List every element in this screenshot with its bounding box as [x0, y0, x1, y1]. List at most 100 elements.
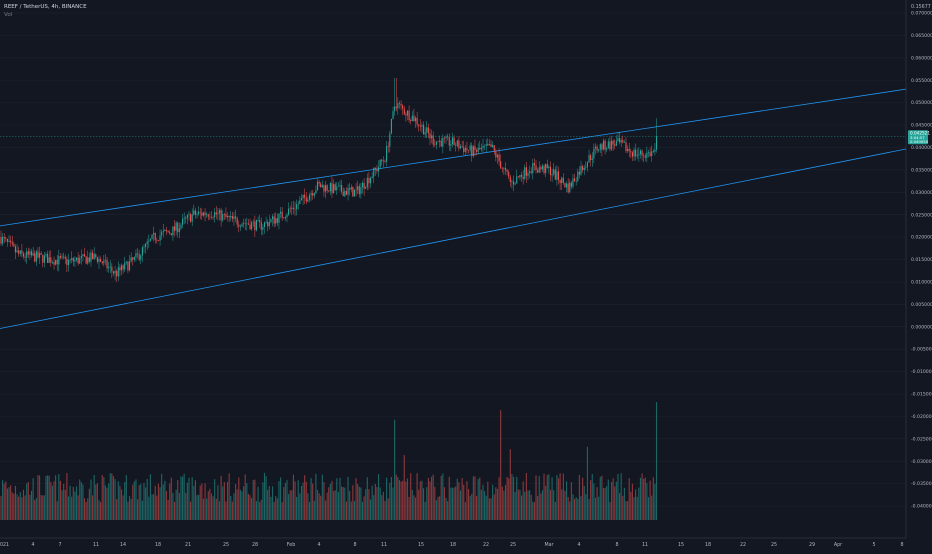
candle-body	[151, 234, 153, 240]
volume-bar	[405, 481, 407, 520]
time-tick-label: 7	[58, 542, 61, 548]
candle-body	[525, 167, 527, 176]
candle-body	[508, 171, 510, 177]
candle-body	[551, 174, 553, 176]
candle-body	[137, 253, 139, 255]
symbol-title[interactable]: REEF / TetherUS, 4h, BINANCE	[4, 4, 87, 10]
candle-body	[38, 253, 41, 258]
volume-bar	[22, 489, 25, 520]
candle-body	[16, 250, 18, 253]
candle-body	[37, 251, 39, 258]
volume-bar	[196, 495, 198, 520]
candle-body	[223, 214, 225, 215]
candle-body	[378, 167, 380, 172]
volume-bar	[511, 474, 513, 520]
candle-body	[509, 176, 511, 183]
volume-bar	[411, 489, 413, 520]
volume-bar	[495, 487, 497, 520]
candle-body	[386, 146, 388, 162]
candle-body	[447, 136, 449, 138]
volume-bar	[230, 495, 232, 520]
price-tick-label: -0.030000	[911, 459, 932, 465]
volume-bar	[223, 482, 225, 520]
chart-legend: REEF / TetherUS, 4h, BINANCE Vol	[4, 3, 87, 19]
volume-bar	[394, 419, 396, 520]
channel-line-lower[interactable]	[0, 148, 907, 329]
volume-bar	[572, 494, 574, 520]
volume-bar	[577, 498, 579, 520]
volume-bar	[596, 487, 598, 520]
candle-body	[376, 169, 378, 172]
candle-body	[58, 256, 60, 265]
volume-bar	[175, 489, 177, 520]
candle-body	[487, 144, 489, 146]
volume-bar	[18, 496, 20, 520]
volume-bar	[19, 492, 21, 520]
candle-body	[350, 187, 352, 190]
volume-bar	[347, 477, 349, 520]
volume-bar	[183, 473, 185, 520]
candle-body	[255, 220, 258, 231]
candle-body	[448, 136, 450, 146]
candle-body	[13, 243, 15, 247]
candle-body	[267, 221, 269, 227]
volume-bar	[117, 481, 119, 520]
time-tick-label: 11	[642, 542, 648, 548]
volume-bar	[458, 482, 460, 520]
candle-body	[117, 267, 119, 277]
candle-body	[92, 252, 94, 260]
candle-body	[154, 232, 156, 241]
volume-bar	[557, 478, 560, 520]
volume-bar	[5, 481, 7, 520]
volume-bar	[300, 486, 303, 520]
candle-body	[191, 214, 193, 222]
channel-lines[interactable]	[0, 88, 907, 329]
volume-bar	[474, 476, 476, 520]
volume-bar	[194, 480, 196, 520]
volume-bar	[328, 487, 330, 520]
candle-body	[654, 149, 656, 152]
volume-bar	[135, 479, 137, 520]
volume-bar	[190, 501, 192, 520]
candle-body	[426, 127, 428, 133]
candle-body	[120, 265, 123, 271]
volume-bar	[450, 487, 452, 520]
volume-bar	[588, 499, 590, 520]
volume-bar	[538, 476, 540, 520]
time-axis[interactable]: 2021 4 7 11 14 18 21 25 28 Feb 4 8 11 15 18 22 25 Mar 4 8 11…	[0, 542, 904, 548]
candle-body	[119, 267, 121, 271]
volume-bar	[453, 487, 455, 520]
volume-bar	[418, 489, 420, 520]
volume-bar	[419, 481, 421, 520]
candles[interactable]	[0, 77, 658, 283]
volume-bar	[329, 483, 331, 520]
volume-bar	[448, 476, 450, 520]
candle-body	[418, 124, 420, 126]
volume-bar	[125, 475, 127, 520]
volume-bar	[503, 490, 505, 520]
candle-body	[80, 255, 82, 259]
candle-body	[540, 167, 542, 170]
volume-bar	[501, 486, 503, 520]
candle-body	[178, 228, 180, 233]
candle-body	[79, 258, 81, 264]
time-tick-label: 11	[381, 542, 387, 548]
candle-body	[416, 117, 418, 125]
volume-bar	[283, 487, 285, 520]
candle-body	[32, 253, 34, 256]
volume-bar	[654, 483, 656, 520]
candle-body	[514, 183, 516, 185]
volume-bar	[77, 495, 79, 520]
volume-bar	[339, 477, 341, 520]
channel-line-upper[interactable]	[0, 88, 907, 227]
candle-body	[339, 185, 341, 187]
candle-body	[512, 181, 515, 185]
volume-bar	[593, 483, 595, 520]
volume-bar	[235, 483, 237, 520]
candle-body	[623, 142, 625, 143]
volume-bar	[490, 498, 492, 520]
